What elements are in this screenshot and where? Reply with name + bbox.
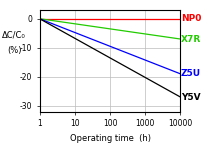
- Text: X7R: X7R: [181, 34, 201, 43]
- X-axis label: Operating time  (h): Operating time (h): [70, 134, 150, 143]
- Text: Y5V: Y5V: [181, 93, 200, 102]
- Text: NP0: NP0: [181, 14, 201, 23]
- Text: Z5U: Z5U: [181, 69, 201, 78]
- Text: ΔC/C₀: ΔC/C₀: [2, 31, 26, 40]
- Text: (%): (%): [7, 46, 22, 55]
